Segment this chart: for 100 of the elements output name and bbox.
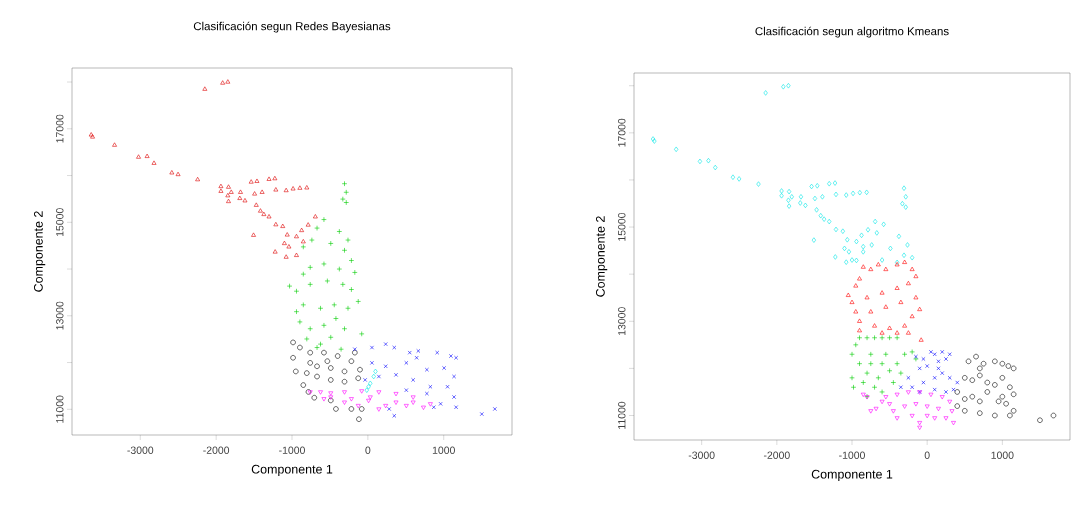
point xyxy=(887,325,892,330)
point xyxy=(151,160,157,165)
point xyxy=(879,360,885,367)
point xyxy=(254,178,260,183)
y-tick-label: 13000 xyxy=(618,307,626,336)
point xyxy=(290,339,296,346)
point xyxy=(387,406,392,411)
point xyxy=(962,408,968,414)
point xyxy=(297,185,303,190)
point xyxy=(355,404,361,409)
point xyxy=(890,409,896,414)
x-tick-label: -1000 xyxy=(839,451,865,459)
y-tick-label: 13000 xyxy=(56,301,64,330)
point xyxy=(984,379,991,386)
point xyxy=(220,80,226,85)
point xyxy=(317,305,324,311)
point xyxy=(424,391,429,396)
point xyxy=(355,298,361,305)
point xyxy=(283,187,289,193)
point xyxy=(872,323,877,328)
point xyxy=(898,370,904,376)
point xyxy=(366,398,371,404)
point xyxy=(318,390,323,395)
point xyxy=(299,227,305,232)
point xyxy=(969,393,975,400)
point xyxy=(954,389,960,395)
point xyxy=(860,379,866,386)
point xyxy=(879,290,885,295)
point xyxy=(273,187,279,192)
point xyxy=(328,377,334,383)
point xyxy=(977,372,983,379)
point xyxy=(992,382,998,388)
point xyxy=(910,385,915,390)
point xyxy=(341,378,348,385)
point xyxy=(202,86,208,91)
point xyxy=(421,405,426,410)
point xyxy=(259,189,265,194)
point xyxy=(309,237,315,243)
point xyxy=(875,375,882,381)
point xyxy=(336,228,343,235)
point xyxy=(340,196,346,202)
point xyxy=(328,365,334,371)
point xyxy=(849,375,855,381)
point xyxy=(886,335,893,341)
chart-title: Clasificación segun algoritmo Kmeans xyxy=(755,26,949,38)
point xyxy=(348,358,355,364)
point xyxy=(300,239,306,244)
point xyxy=(977,410,983,416)
point xyxy=(992,412,998,419)
point xyxy=(932,352,937,357)
point xyxy=(871,335,878,341)
point xyxy=(909,414,915,419)
point xyxy=(873,406,879,412)
point xyxy=(901,351,908,357)
point xyxy=(341,326,348,332)
point xyxy=(909,313,915,319)
point xyxy=(294,252,299,257)
point xyxy=(932,387,937,392)
point xyxy=(925,364,930,369)
point xyxy=(962,396,968,402)
point xyxy=(898,385,903,390)
point xyxy=(284,232,290,237)
point xyxy=(452,374,457,379)
point xyxy=(355,375,361,381)
point xyxy=(913,295,919,300)
point xyxy=(341,247,348,253)
point xyxy=(999,375,1006,381)
point xyxy=(383,342,388,347)
point xyxy=(1007,384,1013,390)
point xyxy=(868,351,874,357)
point xyxy=(949,409,955,414)
point xyxy=(883,266,889,271)
point xyxy=(304,185,310,190)
point xyxy=(932,416,938,421)
point xyxy=(253,202,259,207)
x-tick-label: -3000 xyxy=(127,446,154,454)
point xyxy=(328,391,334,396)
point xyxy=(947,375,952,380)
y-tick-label: 11000 xyxy=(618,401,626,429)
point xyxy=(352,347,357,352)
point xyxy=(334,353,341,359)
point xyxy=(357,367,363,373)
point xyxy=(940,349,945,354)
point xyxy=(917,306,923,311)
point xyxy=(1050,412,1057,419)
point xyxy=(328,334,334,340)
point xyxy=(902,259,907,264)
point xyxy=(304,336,310,342)
point xyxy=(404,360,409,365)
point xyxy=(282,240,287,245)
point xyxy=(290,186,296,191)
point xyxy=(887,402,892,407)
point xyxy=(894,392,900,397)
point xyxy=(936,366,941,371)
point xyxy=(871,384,878,390)
point xyxy=(359,406,365,412)
point xyxy=(875,262,881,267)
point xyxy=(856,360,863,367)
point xyxy=(999,360,1006,367)
point xyxy=(280,223,286,228)
